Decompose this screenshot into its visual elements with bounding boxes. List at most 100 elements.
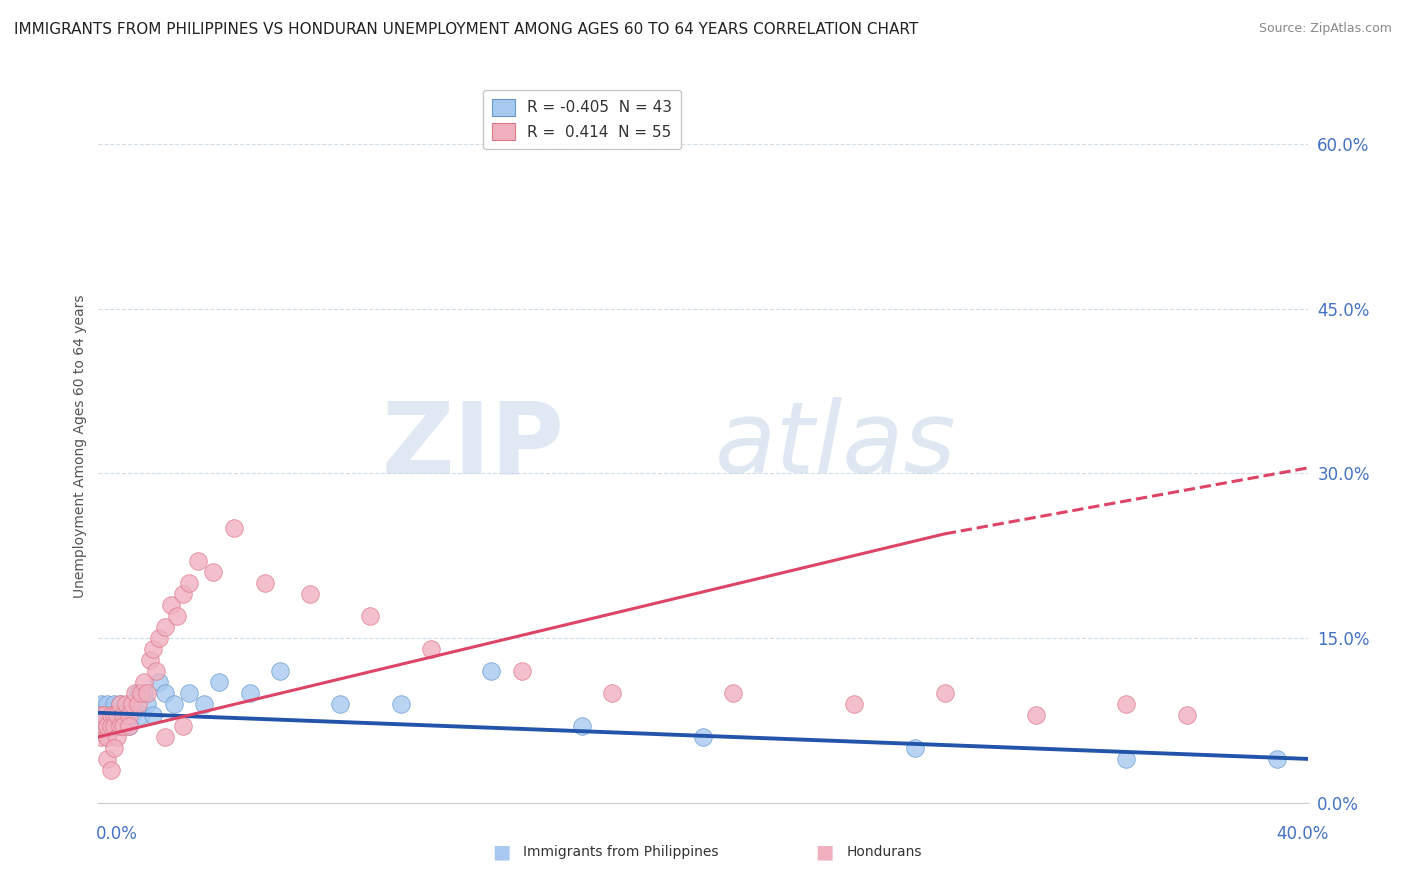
Point — [118, 708, 141, 723]
Point — [90, 708, 112, 723]
Point — [96, 719, 118, 733]
Point — [142, 708, 165, 723]
Point — [299, 587, 322, 601]
Point — [90, 719, 112, 733]
Point — [108, 697, 131, 711]
Point — [93, 708, 115, 723]
Point — [111, 719, 134, 733]
Text: Source: ZipAtlas.com: Source: ZipAtlas.com — [1258, 22, 1392, 36]
Point — [127, 697, 149, 711]
Point — [100, 708, 122, 723]
Point — [93, 719, 115, 733]
Point — [87, 719, 110, 733]
Point — [224, 521, 246, 535]
Point — [145, 664, 167, 678]
Point — [329, 697, 352, 711]
Point — [1115, 752, 1137, 766]
Point — [844, 697, 866, 711]
Point — [934, 686, 956, 700]
Point — [692, 730, 714, 744]
Point — [103, 697, 125, 711]
Legend: R = -0.405  N = 43, R =  0.414  N = 55: R = -0.405 N = 43, R = 0.414 N = 55 — [482, 90, 682, 149]
Point — [172, 587, 194, 601]
Point — [121, 708, 143, 723]
Point — [142, 642, 165, 657]
Point — [160, 598, 183, 612]
Point — [148, 675, 170, 690]
Point — [111, 708, 134, 723]
Text: 0.0%: 0.0% — [96, 825, 138, 843]
Point — [193, 697, 215, 711]
Point — [103, 719, 125, 733]
Point — [100, 719, 122, 733]
Point — [148, 631, 170, 645]
Point — [90, 697, 112, 711]
Point — [153, 730, 176, 744]
Point — [114, 697, 136, 711]
Point — [96, 730, 118, 744]
Point — [481, 664, 503, 678]
Point — [132, 686, 155, 700]
Point — [93, 708, 115, 723]
Point — [108, 708, 131, 723]
Point — [1267, 752, 1289, 766]
Point — [111, 708, 134, 723]
Point — [129, 686, 152, 700]
Text: Immigrants from Philippines: Immigrants from Philippines — [523, 845, 718, 859]
Point — [1115, 697, 1137, 711]
Point — [105, 719, 128, 733]
Point — [179, 686, 201, 700]
Point — [90, 730, 112, 744]
Point — [179, 576, 201, 591]
Point — [108, 697, 131, 711]
Point — [93, 719, 115, 733]
Point — [118, 719, 141, 733]
Point — [602, 686, 624, 700]
Point — [96, 697, 118, 711]
Point — [239, 686, 262, 700]
Point — [96, 730, 118, 744]
Point — [105, 730, 128, 744]
Point — [132, 675, 155, 690]
Text: IMMIGRANTS FROM PHILIPPINES VS HONDURAN UNEMPLOYMENT AMONG AGES 60 TO 64 YEARS C: IMMIGRANTS FROM PHILIPPINES VS HONDURAN … — [14, 22, 918, 37]
Point — [105, 708, 128, 723]
Point — [904, 740, 927, 755]
Point — [105, 708, 128, 723]
Point — [135, 697, 157, 711]
Point — [1175, 708, 1198, 723]
Point — [100, 719, 122, 733]
Point — [360, 609, 382, 624]
Point — [723, 686, 745, 700]
Point — [103, 719, 125, 733]
Text: ■: ■ — [492, 842, 510, 862]
Point — [389, 697, 412, 711]
Text: atlas: atlas — [716, 398, 957, 494]
Point — [108, 719, 131, 733]
Point — [100, 708, 122, 723]
Point — [139, 653, 162, 667]
Point — [163, 697, 186, 711]
Point — [118, 719, 141, 733]
Point — [166, 609, 188, 624]
Point — [269, 664, 291, 678]
Point — [118, 697, 141, 711]
Point — [420, 642, 443, 657]
Point — [510, 664, 533, 678]
Point — [121, 697, 143, 711]
Point — [111, 719, 134, 733]
Text: 40.0%: 40.0% — [1277, 825, 1329, 843]
Point — [153, 686, 176, 700]
Point — [129, 708, 152, 723]
Point — [253, 576, 276, 591]
Point — [172, 719, 194, 733]
Point — [135, 686, 157, 700]
Point — [571, 719, 593, 733]
Point — [96, 752, 118, 766]
Point — [187, 554, 209, 568]
Point — [103, 740, 125, 755]
Text: ■: ■ — [815, 842, 834, 862]
Point — [103, 708, 125, 723]
Point — [202, 566, 225, 580]
Point — [100, 763, 122, 777]
Point — [1024, 708, 1046, 723]
